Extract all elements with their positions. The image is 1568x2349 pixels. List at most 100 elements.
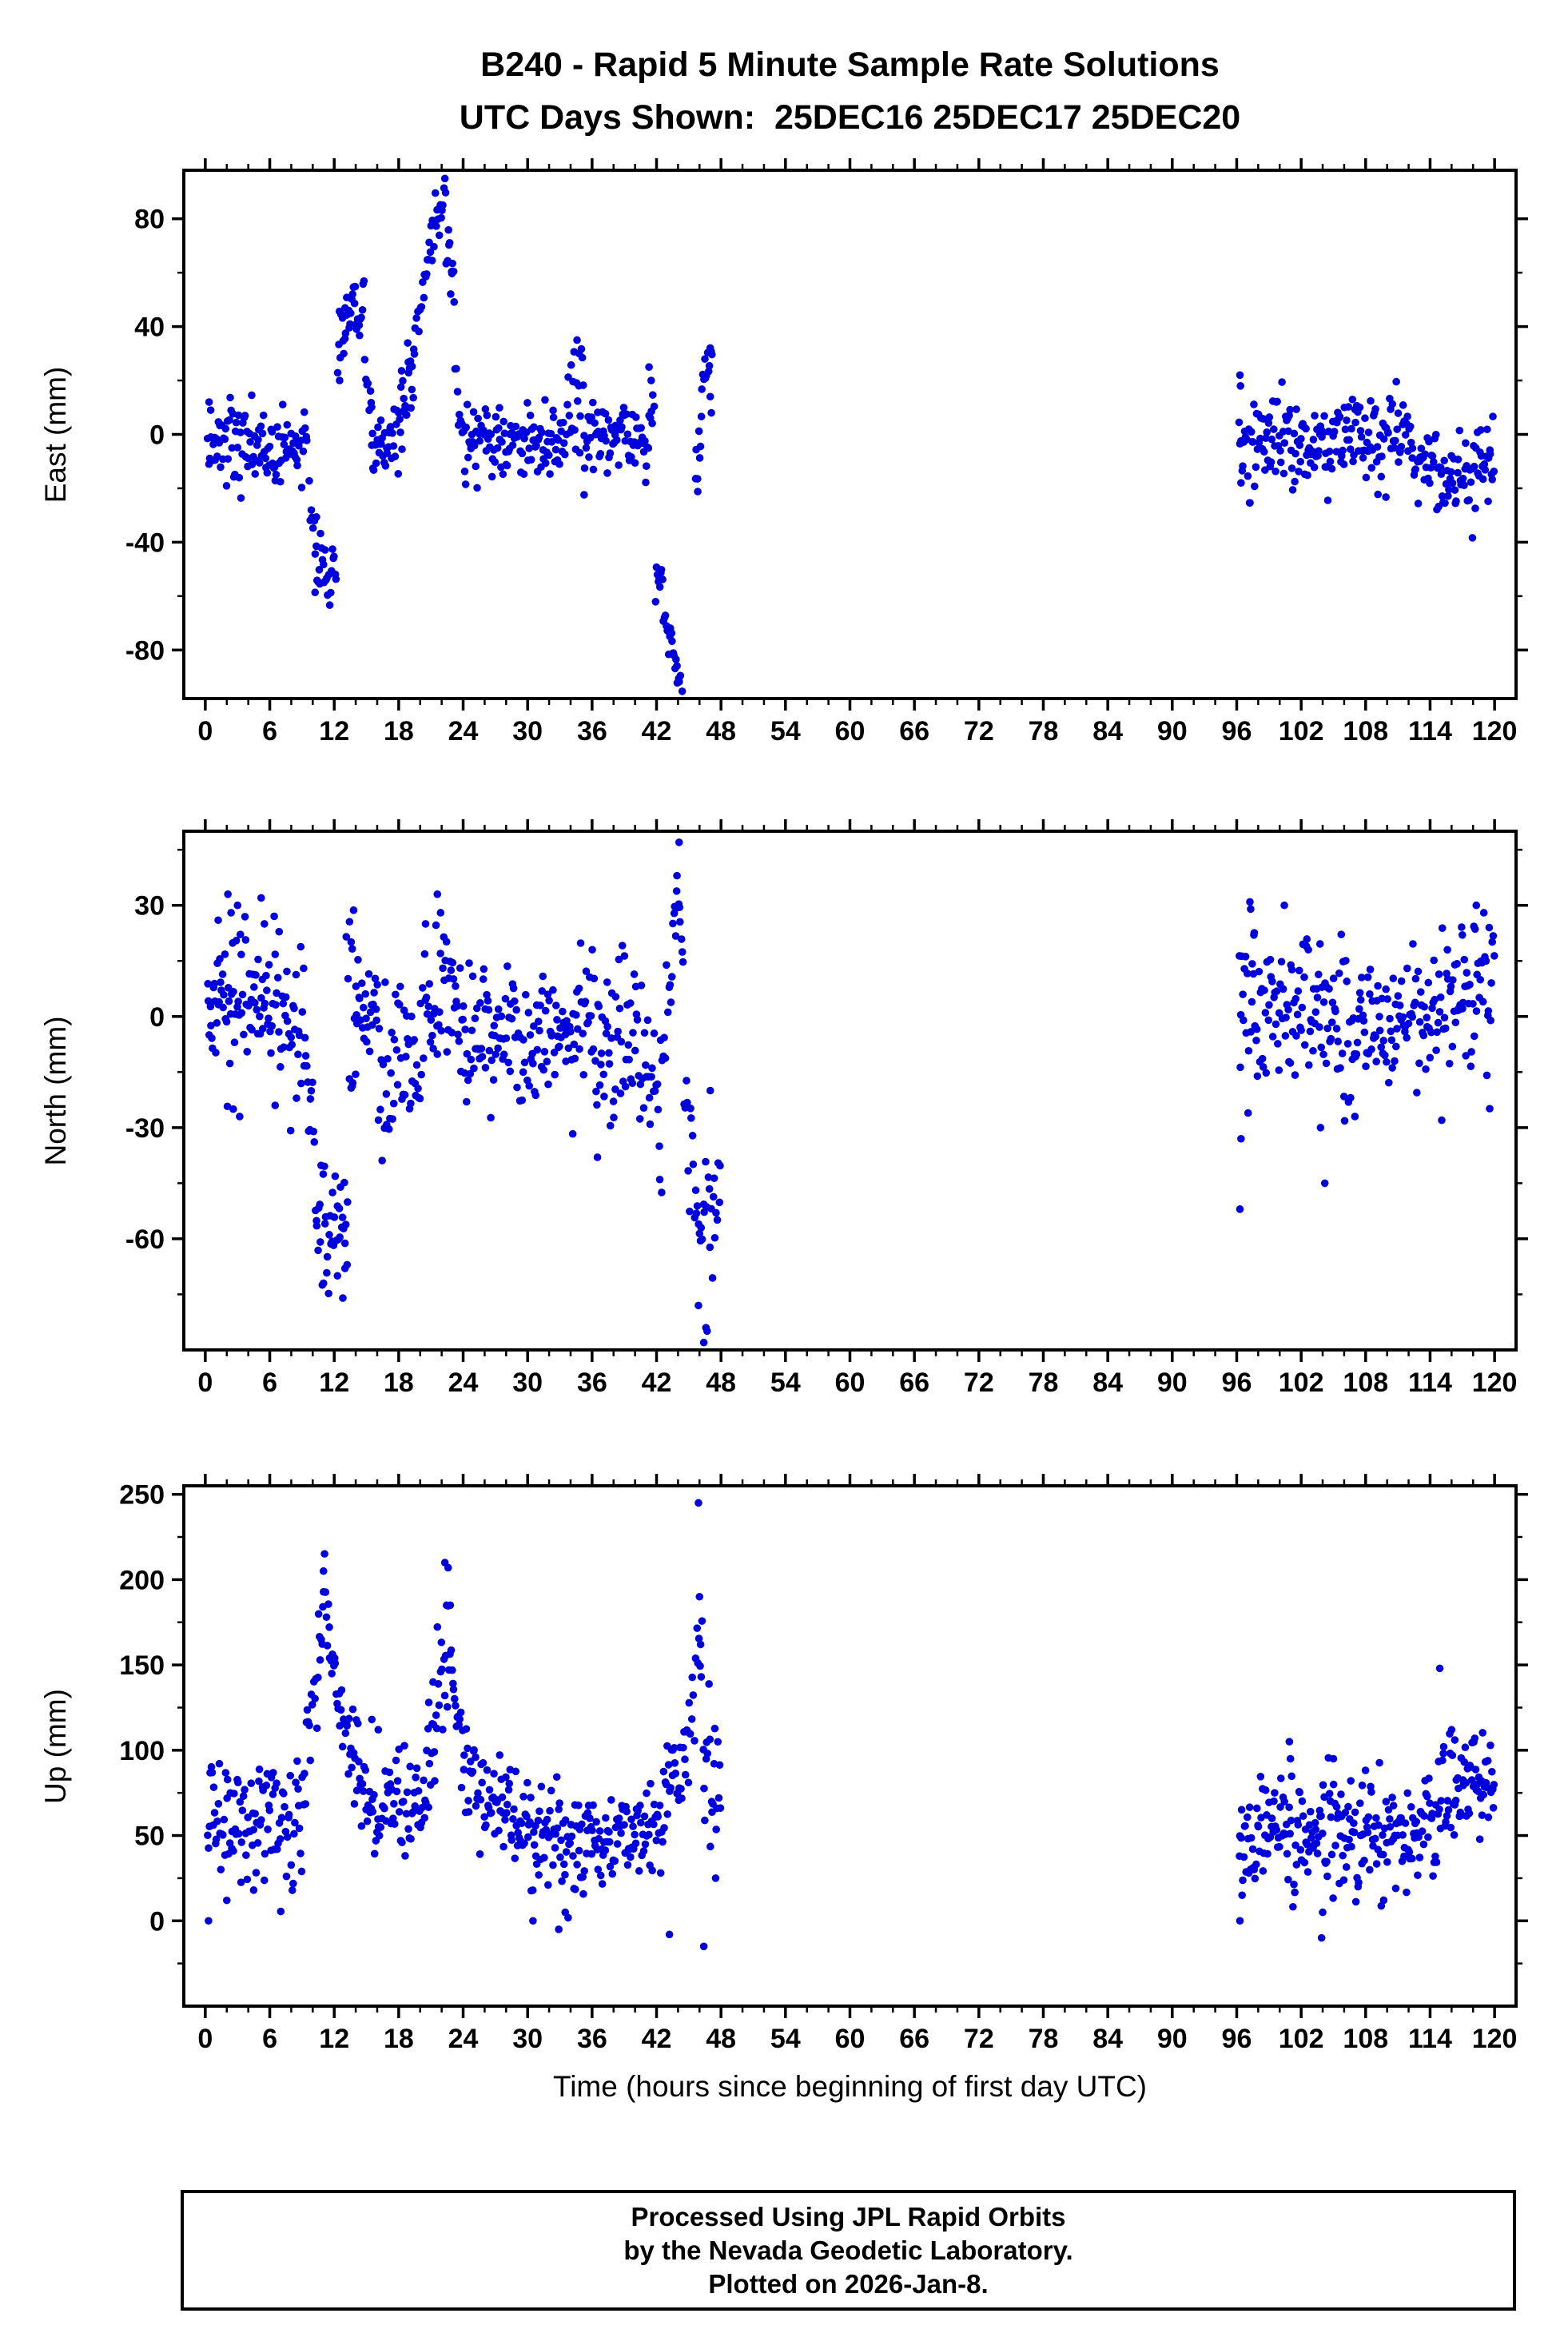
east-data-point bbox=[1394, 409, 1403, 417]
north-data-point bbox=[277, 1063, 285, 1071]
north-x-tick-label: 78 bbox=[1029, 1368, 1059, 1398]
east-data-point bbox=[1325, 447, 1334, 456]
east-data-point bbox=[673, 662, 681, 670]
up-data-point bbox=[290, 1829, 298, 1838]
north-data-point bbox=[1236, 1205, 1244, 1213]
east-data-point bbox=[518, 449, 527, 458]
north-data-point bbox=[1355, 1005, 1363, 1013]
north-data-point bbox=[579, 1070, 588, 1079]
north-data-point bbox=[388, 1029, 396, 1037]
north-data-point bbox=[1393, 1025, 1401, 1033]
east-data-point bbox=[316, 529, 324, 538]
east-data-point bbox=[377, 440, 385, 448]
north-data-point bbox=[1411, 974, 1420, 983]
up-data-point bbox=[300, 1770, 308, 1778]
north-data-point bbox=[606, 1121, 615, 1130]
up-data-point bbox=[207, 1762, 216, 1771]
up-y-tick-label: 0 bbox=[149, 1906, 165, 1937]
north-data-point bbox=[484, 997, 492, 1005]
east-data-point bbox=[1468, 534, 1477, 542]
up-data-point bbox=[483, 1766, 491, 1774]
east-data-point bbox=[462, 423, 471, 432]
east-data-point bbox=[356, 331, 364, 340]
north-data-point bbox=[439, 964, 447, 973]
north-data-point bbox=[611, 993, 620, 1001]
north-data-point bbox=[1443, 946, 1451, 954]
east-data-point bbox=[460, 467, 469, 476]
east-data-point bbox=[1447, 468, 1455, 476]
up-data-point bbox=[408, 1808, 417, 1817]
north-x-tick-label: 114 bbox=[1408, 1368, 1452, 1398]
east-data-point bbox=[1315, 447, 1323, 455]
up-data-point bbox=[1298, 1797, 1307, 1806]
up-data-point bbox=[1478, 1729, 1487, 1737]
up-data-point bbox=[530, 1841, 539, 1849]
north-data-point bbox=[1420, 1002, 1428, 1011]
east-data-point bbox=[567, 360, 575, 369]
up-data-point bbox=[450, 1694, 459, 1703]
east-data-point bbox=[217, 463, 225, 472]
east-data-point bbox=[415, 327, 423, 336]
north-data-point bbox=[436, 1008, 444, 1017]
up-data-point bbox=[705, 1680, 713, 1688]
east-x-tick-label: 42 bbox=[642, 716, 672, 747]
east-data-point bbox=[631, 413, 640, 421]
east-data-point bbox=[559, 439, 568, 448]
up-data-point bbox=[1386, 1815, 1394, 1823]
east-data-point bbox=[1256, 434, 1264, 443]
east-data-point bbox=[1455, 426, 1464, 435]
up-data-point bbox=[472, 1753, 480, 1762]
up-data-point bbox=[435, 1701, 444, 1710]
up-data-point bbox=[1414, 1871, 1422, 1880]
up-data-point bbox=[470, 1746, 478, 1754]
up-data-point bbox=[656, 1869, 665, 1877]
up-data-point bbox=[623, 1807, 631, 1816]
east-data-point bbox=[1348, 395, 1357, 404]
east-data-point bbox=[1441, 499, 1449, 508]
up-data-point bbox=[449, 1679, 457, 1688]
north-data-point bbox=[348, 1079, 357, 1087]
north-data-point bbox=[344, 1198, 352, 1206]
up-data-point bbox=[1391, 1884, 1400, 1893]
up-data-point bbox=[305, 1721, 313, 1730]
up-data-point bbox=[523, 1778, 531, 1787]
north-x-tick-label: 84 bbox=[1092, 1368, 1123, 1398]
up-data-point bbox=[589, 1801, 597, 1810]
up-data-point bbox=[575, 1801, 583, 1810]
north-data-point bbox=[294, 1050, 302, 1059]
east-data-point bbox=[1379, 435, 1388, 443]
north-data-point bbox=[1337, 930, 1346, 938]
up-data-point bbox=[716, 1804, 725, 1812]
east-data-point bbox=[499, 417, 507, 426]
north-data-point bbox=[297, 1079, 305, 1088]
east-data-point bbox=[348, 290, 356, 298]
north-data-point bbox=[1375, 1026, 1384, 1035]
up-data-point bbox=[511, 1854, 519, 1862]
north-data-point bbox=[663, 961, 671, 969]
north-data-point bbox=[290, 1004, 298, 1013]
north-data-point bbox=[497, 1012, 506, 1021]
north-data-point bbox=[479, 975, 488, 983]
north-data-point bbox=[661, 1054, 670, 1062]
up-data-point bbox=[1437, 1797, 1445, 1805]
east-data-point bbox=[251, 470, 260, 478]
north-data-point bbox=[1306, 1027, 1315, 1036]
north-panel: 0 6 12 18 24 30 36 42 48 54 60 66 72 78 84 90 96 102 108 11… bbox=[125, 819, 1528, 1398]
up-data-point bbox=[1451, 1796, 1460, 1805]
north-data-point bbox=[544, 1080, 552, 1089]
east-data-point bbox=[1296, 457, 1305, 466]
north-data-point bbox=[1382, 985, 1390, 993]
up-y-tick-label: 250 bbox=[119, 1480, 165, 1511]
up-data-point bbox=[395, 1745, 404, 1754]
north-data-point bbox=[390, 1035, 399, 1044]
east-data-point bbox=[1276, 447, 1284, 455]
north-data-point bbox=[483, 990, 491, 999]
north-data-point bbox=[1453, 960, 1461, 968]
up-data-point bbox=[1237, 1806, 1246, 1814]
north-data-point bbox=[670, 909, 679, 918]
up-data-point bbox=[212, 1835, 221, 1844]
north-data-point bbox=[1325, 985, 1333, 993]
up-data-point bbox=[1375, 1758, 1383, 1767]
up-data-point bbox=[549, 1861, 557, 1869]
north-data-point bbox=[254, 955, 262, 964]
